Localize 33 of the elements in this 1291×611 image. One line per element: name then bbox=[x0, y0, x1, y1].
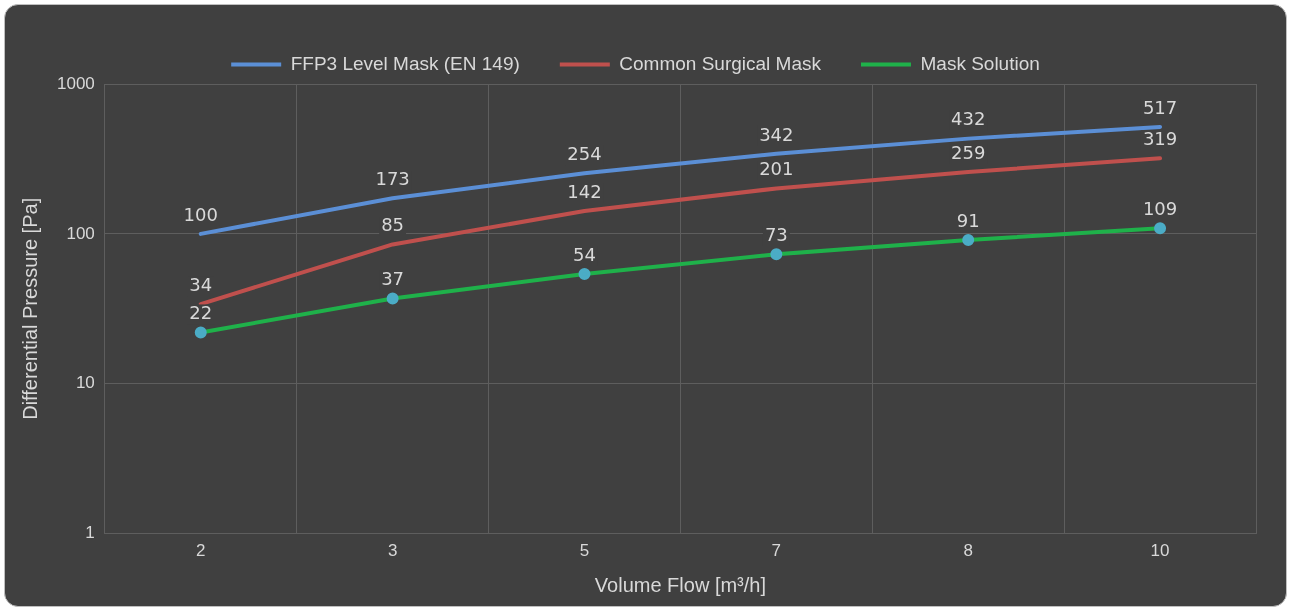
data-label: 22 bbox=[189, 302, 213, 324]
data-label: 517 bbox=[1142, 96, 1178, 118]
y-tick-label: 1 bbox=[85, 523, 95, 543]
data-label: 91 bbox=[956, 209, 980, 231]
data-label: 54 bbox=[573, 243, 596, 265]
x-tick-label: 5 bbox=[579, 541, 590, 561]
data-label: 432 bbox=[951, 108, 986, 130]
data-label: 173 bbox=[375, 167, 410, 189]
x-tick-label: 10 bbox=[1150, 541, 1170, 561]
y-axis-title: Differential Pressure [Pa] bbox=[18, 197, 41, 420]
data-label: 319 bbox=[1142, 128, 1178, 150]
x-tick-label: 7 bbox=[771, 541, 782, 561]
data-label: 37 bbox=[381, 268, 405, 290]
legend-label: Common Surgical Mask bbox=[619, 52, 822, 74]
data-label: 201 bbox=[759, 158, 794, 180]
x-tick-label: 2 bbox=[196, 541, 206, 561]
data-label: 73 bbox=[764, 224, 788, 246]
y-tick-label: 10 bbox=[75, 373, 95, 393]
data-label: 259 bbox=[951, 141, 986, 163]
y-tick-label: 100 bbox=[66, 223, 95, 243]
x-axis-title: Volume Flow [m³/h] bbox=[594, 573, 766, 596]
y-tick-label: 1000 bbox=[56, 73, 95, 93]
data-label: 254 bbox=[567, 142, 602, 164]
legend-label: FFP3 Level Mask (EN 149) bbox=[290, 52, 520, 74]
data-label: 142 bbox=[567, 180, 602, 202]
legend-label: Mask Solution bbox=[920, 52, 1040, 74]
data-label: 85 bbox=[381, 214, 405, 236]
data-label: 100 bbox=[183, 203, 218, 225]
x-tick-label: 8 bbox=[963, 541, 973, 561]
x-tick-label: 3 bbox=[387, 541, 398, 561]
data-label: 34 bbox=[189, 273, 213, 295]
data-label: 109 bbox=[1142, 197, 1178, 219]
data-label: 342 bbox=[759, 123, 794, 145]
